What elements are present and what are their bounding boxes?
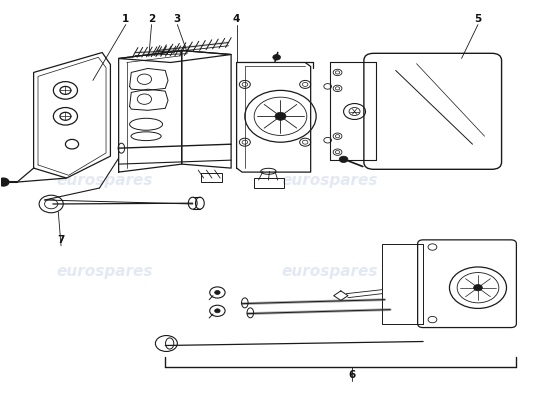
Text: eurospares: eurospares bbox=[282, 172, 378, 188]
Circle shape bbox=[214, 309, 220, 313]
Circle shape bbox=[214, 290, 220, 294]
Text: 7: 7 bbox=[57, 235, 65, 245]
Text: eurospares: eurospares bbox=[57, 172, 153, 188]
Circle shape bbox=[339, 156, 348, 162]
Text: 1: 1 bbox=[122, 14, 129, 24]
Text: eurospares: eurospares bbox=[57, 264, 153, 279]
Text: 6: 6 bbox=[348, 370, 355, 380]
Text: 4: 4 bbox=[233, 14, 240, 24]
Circle shape bbox=[0, 178, 9, 186]
Text: 5: 5 bbox=[474, 14, 482, 24]
Text: eurospares: eurospares bbox=[282, 264, 378, 279]
Text: 2: 2 bbox=[148, 14, 155, 24]
Circle shape bbox=[273, 54, 280, 60]
Circle shape bbox=[474, 284, 482, 291]
Circle shape bbox=[275, 112, 286, 120]
Text: 3: 3 bbox=[174, 14, 181, 24]
